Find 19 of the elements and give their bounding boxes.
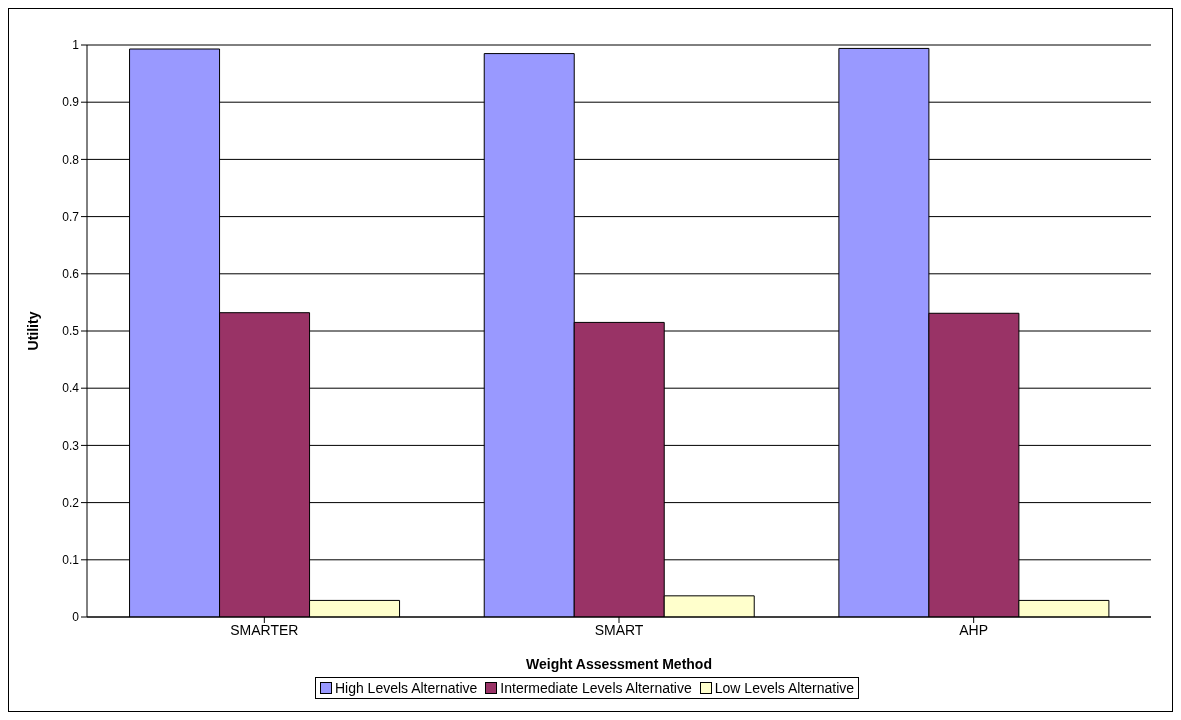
x-tick-label: SMART xyxy=(594,621,644,638)
x-axis-title: Weight Assessment Method xyxy=(526,656,712,672)
x-tick-label: SMARTER xyxy=(230,621,299,638)
y-tick-label: 0.3 xyxy=(62,438,80,453)
y-tick-label: 0.8 xyxy=(62,152,80,167)
y-tick-label: 1 xyxy=(72,38,80,53)
x-tick-label: AHP xyxy=(959,621,989,638)
legend-label: High Levels Alternative xyxy=(333,680,478,696)
y-tick-label: 0.4 xyxy=(62,381,80,396)
legend-label: Low Levels Alternative xyxy=(713,680,855,696)
y-tick-label: 0.6 xyxy=(62,267,80,282)
y-tick-label: 0.2 xyxy=(62,495,80,510)
y-tick-label: 0.5 xyxy=(62,324,80,339)
legend-label: Intermediate Levels Alternative xyxy=(499,680,692,696)
y-tick-label: 0.1 xyxy=(62,553,80,568)
y-tick-label: 0 xyxy=(72,610,80,625)
y-axis-title: Utility xyxy=(24,311,41,351)
y-tick-label: 0.9 xyxy=(62,95,80,110)
y-tick-label: 0.7 xyxy=(62,209,80,224)
